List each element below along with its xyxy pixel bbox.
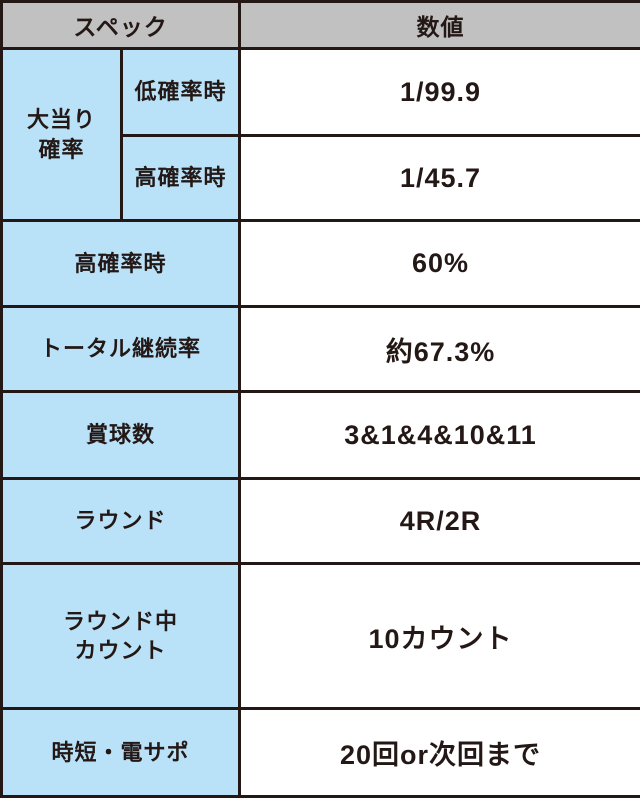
row-value-cell-payout-balls: 3&1&4&10&11	[240, 392, 640, 479]
table-row-header: スペック 数値	[2, 2, 640, 49]
row-label-cell-rounds: ラウンド	[2, 479, 240, 564]
row-value-cell-high-probability: 60%	[240, 221, 640, 307]
high-probability-value-cell: 1/45.7	[240, 136, 640, 221]
table-row: ラウンド中 カウント 10カウント	[2, 564, 640, 709]
table-row: 高確率時 60%	[2, 221, 640, 307]
row-label-cell-total-continuation: トータル継続率	[2, 307, 240, 392]
value-header-cell: 数値	[240, 2, 640, 49]
row-value-cell-round-count: 10カウント	[240, 564, 640, 709]
row-label-cell-round-count: ラウンド中 カウント	[2, 564, 240, 709]
low-probability-label-cell: 低確率時	[122, 49, 240, 136]
low-probability-value-cell: 1/99.9	[240, 49, 640, 136]
row-value-cell-jitan-support: 20回or次回まで	[240, 709, 640, 797]
row-value-cell-rounds: 4R/2R	[240, 479, 640, 564]
table-row: 大当り 確率 低確率時 1/99.9	[2, 49, 640, 136]
table-row: ラウンド 4R/2R	[2, 479, 640, 564]
jackpot-probability-group-cell: 大当り 確率	[2, 49, 122, 221]
table-row: 時短・電サポ 20回or次回まで	[2, 709, 640, 797]
row-label-cell-payout-balls: 賞球数	[2, 392, 240, 479]
table-row: トータル継続率 約67.3%	[2, 307, 640, 392]
row-label-cell-jitan-support: 時短・電サポ	[2, 709, 240, 797]
row-label-cell-high-probability: 高確率時	[2, 221, 240, 307]
high-probability-label-cell: 高確率時	[122, 136, 240, 221]
row-value-cell-total-continuation: 約67.3%	[240, 307, 640, 392]
table-row: 賞球数 3&1&4&10&11	[2, 392, 640, 479]
spec-header-cell: スペック	[2, 2, 240, 49]
